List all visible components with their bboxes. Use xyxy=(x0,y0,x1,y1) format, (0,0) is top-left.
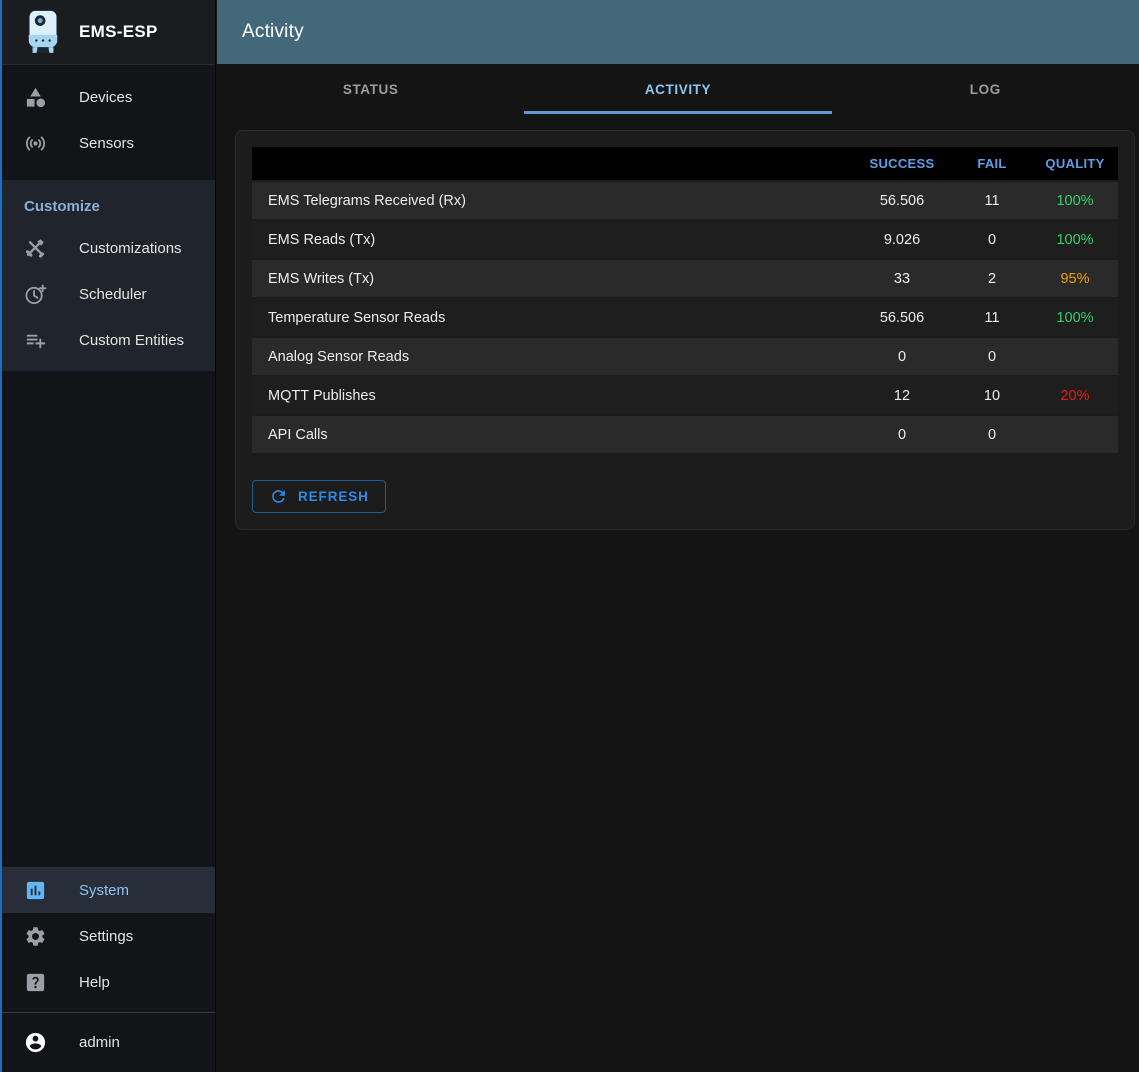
table-row-ems-reads-tx-: EMS Reads (Tx) 9.026 0 100% xyxy=(252,221,1118,258)
sidebar-nav-user: admin xyxy=(0,1013,215,1072)
page-title: Activity xyxy=(242,21,304,42)
col-header-success: SUCCESS xyxy=(869,156,935,171)
row-success-value: 0 xyxy=(897,348,907,365)
col-header-fail: FAIL xyxy=(977,156,1007,171)
row-quality-value: 100% xyxy=(1056,192,1094,209)
activity-table: SUCCESS FAIL QUALITY EMS Telegrams Receive… xyxy=(252,147,1118,453)
row-fail-value: 0 xyxy=(987,426,997,443)
customize-section-header: Customize xyxy=(24,198,100,215)
refresh-button-label: REFRESH xyxy=(298,489,369,504)
row-name: MQTT Publishes xyxy=(268,387,376,404)
table-row-api-calls: API Calls 0 0 xyxy=(252,416,1118,453)
row-name: EMS Reads (Tx) xyxy=(268,231,376,248)
tab-log[interactable]: LOG xyxy=(969,81,1001,97)
sidebar: EMS-ESP Devices Sensors Customize Customi… xyxy=(0,0,216,1072)
row-fail-value: 11 xyxy=(984,309,1000,326)
sidebar-item-label: Help xyxy=(79,973,110,991)
row-fail-value: 2 xyxy=(987,270,997,287)
sidebar-customize-section: Customize Customizations Scheduler Custom … xyxy=(0,180,215,371)
refresh-icon xyxy=(269,487,288,506)
table-row-ems-telegrams-received-rx-: EMS Telegrams Received (Rx) 56.506 11 100% xyxy=(252,182,1118,219)
row-success-value: 56.506 xyxy=(879,192,925,209)
sidebar-item-help[interactable]: Help xyxy=(0,959,215,1005)
row-fail-value: 11 xyxy=(984,192,1000,209)
sidebar-spacer xyxy=(0,371,215,867)
window-edge-accent xyxy=(0,0,2,1072)
sidebar-item-custom-entities[interactable]: Custom Entities xyxy=(0,317,215,363)
sidebar-item-system[interactable]: System xyxy=(0,867,215,913)
sidebar-item-customizations[interactable]: Customizations xyxy=(0,225,215,271)
account-circle-icon xyxy=(24,1031,47,1054)
main-content: Activity STATUS ACTIVITY LOG SUCCESS FAIL QU… xyxy=(217,0,1139,1072)
row-quality-value: 100% xyxy=(1056,309,1094,326)
row-quality-value: 100% xyxy=(1056,231,1094,248)
playlist-add-icon xyxy=(24,329,47,352)
row-fail-value: 10 xyxy=(983,387,1001,404)
row-name: EMS Writes (Tx) xyxy=(268,270,375,287)
category-icon xyxy=(24,86,47,109)
tab-activity[interactable]: ACTIVITY xyxy=(524,64,832,114)
table-row-temperature-sensor-reads: Temperature Sensor Reads 56.506 11 100% xyxy=(252,299,1118,336)
row-fail-value: 0 xyxy=(987,231,997,248)
row-success-value: 12 xyxy=(893,387,911,404)
sidebar-item-label: Custom Entities xyxy=(79,331,185,349)
sidebar-item-label: Customizations xyxy=(79,239,182,257)
gear-icon xyxy=(24,925,47,948)
refresh-button[interactable]: REFRESH xyxy=(252,480,386,513)
tab-bar: STATUS ACTIVITY LOG xyxy=(217,64,1139,114)
sidebar-item-sensors[interactable]: Sensors xyxy=(0,120,215,166)
analytics-icon xyxy=(24,879,47,902)
sidebar-item-label: Scheduler xyxy=(79,285,147,303)
sidebar-item-admin[interactable]: admin xyxy=(0,1013,215,1072)
sidebar-item-devices[interactable]: Devices xyxy=(0,74,215,120)
row-name: Temperature Sensor Reads xyxy=(268,309,446,326)
tab-status[interactable]: STATUS xyxy=(342,81,399,97)
row-name: EMS Telegrams Received (Rx) xyxy=(268,192,466,209)
sidebar-divider xyxy=(0,1012,215,1013)
sidebar-nav-bottom: System Settings Help xyxy=(0,867,215,1005)
row-quality-value: 20% xyxy=(1060,387,1090,404)
activity-card: SUCCESS FAIL QUALITY EMS Telegrams Receive… xyxy=(235,130,1135,530)
sidebar-item-label: admin xyxy=(79,1034,120,1051)
table-header-row: SUCCESS FAIL QUALITY xyxy=(252,147,1118,180)
row-success-value: 9.026 xyxy=(883,231,921,248)
sidebar-item-settings[interactable]: Settings xyxy=(0,913,215,959)
row-fail-value: 0 xyxy=(987,348,997,365)
row-success-value: 56.506 xyxy=(879,309,925,326)
row-name: API Calls xyxy=(268,426,328,443)
col-header-quality: QUALITY xyxy=(1045,156,1105,171)
sidebar-item-label: Settings xyxy=(79,927,134,945)
more-time-icon xyxy=(24,283,47,306)
boiler-logo-icon xyxy=(24,8,62,56)
table-row-ems-writes-tx-: EMS Writes (Tx) 33 2 95% xyxy=(252,260,1118,297)
help-icon xyxy=(24,971,47,994)
row-success-value: 33 xyxy=(893,270,911,287)
table-row-analog-sensor-reads: Analog Sensor Reads 0 0 xyxy=(252,338,1118,375)
row-name: Analog Sensor Reads xyxy=(268,348,410,365)
sidebar-item-scheduler[interactable]: Scheduler xyxy=(0,271,215,317)
app-logo-area: EMS-ESP xyxy=(0,0,215,65)
sensors-icon xyxy=(24,132,47,155)
sidebar-item-label: Sensors xyxy=(79,134,135,152)
app-name: EMS-ESP xyxy=(79,22,158,41)
sidebar-item-label: Devices xyxy=(79,88,133,106)
table-row-mqtt-publishes: MQTT Publishes 12 10 20% xyxy=(252,377,1118,414)
row-success-value: 0 xyxy=(897,426,907,443)
table-body: EMS Telegrams Received (Rx) 56.506 11 100% E… xyxy=(252,182,1118,453)
row-quality-value: 95% xyxy=(1060,270,1090,287)
sidebar-nav-customize: Customizations Scheduler Custom Entities xyxy=(0,225,215,363)
sidebar-item-label: System xyxy=(79,881,130,899)
construction-icon xyxy=(24,237,47,260)
sidebar-nav-main: Devices Sensors xyxy=(0,65,215,176)
appbar: Activity xyxy=(217,0,1139,64)
